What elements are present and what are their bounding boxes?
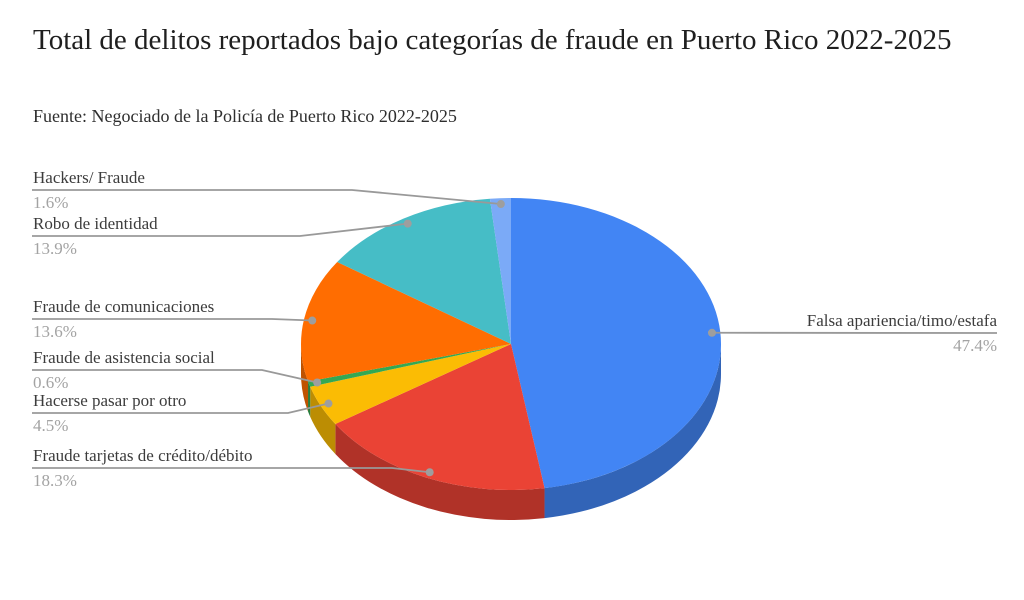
pie-slice-2[interactable]	[310, 344, 511, 425]
leader-line-1	[32, 467, 430, 474]
leader-line-5	[32, 222, 408, 237]
pie-slice-side-0	[544, 344, 721, 519]
slice-label: Falsa apariencia/timo/estafa	[806, 311, 997, 330]
chart-source: Fuente: Negociado de la Policía de Puert…	[33, 106, 457, 126]
leader-line-6	[32, 189, 501, 205]
pie-slice-3[interactable]	[308, 344, 511, 387]
slice-label: Fraude de asistencia social	[33, 348, 215, 367]
pie-slice-0[interactable]	[511, 198, 721, 489]
pie-slice-side-1	[335, 424, 545, 520]
leader-line-2	[32, 402, 329, 414]
slice-dot-5	[403, 219, 412, 228]
chart-title: Total de delitos reportados bajo categor…	[33, 24, 952, 56]
pie-slice-4[interactable]	[301, 262, 511, 382]
slice-percent: 13.6%	[33, 322, 77, 341]
pie-slice-side-2	[310, 386, 336, 455]
pie-slice-5[interactable]	[337, 198, 511, 344]
pie-slice-6[interactable]	[489, 198, 511, 344]
slice-percent: 4.5%	[33, 416, 69, 435]
slice-percent: 13.9%	[33, 239, 77, 258]
slice-dot-4	[308, 316, 317, 325]
slice-dot-6	[496, 200, 505, 209]
slice-label: Fraude tarjetas de crédito/débito	[33, 446, 253, 465]
slice-percent: 0.6%	[33, 373, 69, 392]
slice-dot-1	[425, 468, 434, 477]
leader-line-3	[32, 369, 318, 384]
leader-line-4	[32, 318, 313, 322]
slice-percent: 18.3%	[33, 471, 77, 490]
slice-percent: 1.6%	[33, 193, 69, 212]
slice-dot-0	[707, 328, 716, 337]
slice-label: Fraude de comunicaciones	[33, 297, 215, 316]
pie-slice-1[interactable]	[335, 344, 545, 490]
slice-label: Robo de identidad	[33, 214, 158, 233]
pie-slice-side-3	[308, 381, 311, 417]
slice-dot-3	[313, 378, 322, 387]
slice-dot-2	[324, 399, 333, 408]
slice-label: Hackers/ Fraude	[33, 168, 145, 187]
pie-slice-side-4	[301, 344, 309, 412]
slice-label: Hacerse pasar por otro	[33, 391, 187, 410]
slice-percent: 47.4%	[953, 336, 997, 355]
